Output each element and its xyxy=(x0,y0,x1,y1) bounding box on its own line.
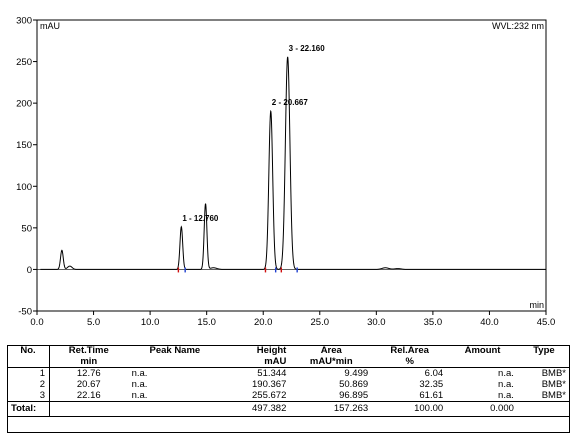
header-area-line2: mAU*min xyxy=(309,356,353,367)
y-tick-label: 250 xyxy=(16,57,32,68)
y-tick-label: 0 xyxy=(27,265,32,276)
cell-total-height: 497.382 xyxy=(222,401,291,417)
cell-total-amount: 0.000 xyxy=(447,401,518,417)
peak-annotations: 1 - 12.760 2 - 20.667 3 - 22.160 xyxy=(182,44,325,223)
cell-amount: n.a. xyxy=(498,368,514,379)
x-tick-label: 5.0 xyxy=(87,317,100,328)
cell-total-area: 157.263 xyxy=(290,401,373,417)
chromatogram-chart: -50 0 50 100 150 200 250 300 0.0 5.0 10.0 15.0 20.0… xyxy=(16,16,555,329)
cell-empty xyxy=(49,401,128,417)
y-tick-label: -50 xyxy=(18,307,32,318)
y-unit-label: mAU xyxy=(40,21,60,31)
header-rel-area-line1: Rel.Area xyxy=(390,345,429,356)
header-ret-time-line1: Ret.Time xyxy=(68,345,109,356)
header-area-line1: Area xyxy=(320,345,342,356)
y-tick-label: 150 xyxy=(16,140,32,151)
header-type: Type xyxy=(517,345,570,368)
plot-frame xyxy=(36,19,547,312)
header-no: No. xyxy=(7,345,50,368)
header-rel-area: Rel.Area% xyxy=(372,345,448,368)
cell-type: BMB* xyxy=(541,390,566,401)
cell-total-label: Total: xyxy=(7,401,50,417)
header-amount: Amount xyxy=(447,345,518,368)
header-height: Height mAU xyxy=(222,345,291,368)
peak-label: 1 - 12.760 xyxy=(182,214,219,223)
x-tick-label: 20.0 xyxy=(254,317,273,328)
cell-ret-time: 20.67 xyxy=(76,379,101,390)
cell-area: 9.499 xyxy=(344,368,369,379)
x-tick-label: 25.0 xyxy=(311,317,330,328)
wavelength-label: WVL:232 nm xyxy=(492,21,544,31)
cell-no: 1 xyxy=(7,367,50,379)
cell-type: BMB* xyxy=(541,379,566,390)
cell-height: 255.672 xyxy=(252,390,287,401)
cell-no: 3 xyxy=(7,390,50,402)
peak-label: 2 - 20.667 xyxy=(272,98,309,107)
header-height-line2: mAU xyxy=(264,356,287,367)
cell-no: 2 xyxy=(7,379,50,390)
y-tick-label: 300 xyxy=(16,16,32,27)
header-peak-name: Peak Name xyxy=(127,345,223,368)
cell-empty xyxy=(517,401,570,417)
cell-peak-name: n.a. xyxy=(131,390,148,401)
x-tick-label: 30.0 xyxy=(367,317,386,328)
cell-empty xyxy=(127,401,223,417)
table-row: 2 20.67 n.a. 190.367 50.869 32.35 n.a. B… xyxy=(7,379,570,390)
table-row: 3 22.16 n.a. 255.672 96.895 61.61 n.a. B… xyxy=(7,390,570,402)
cell-peak-name: n.a. xyxy=(131,368,148,379)
cell-rel-area: 61.61 xyxy=(419,390,444,401)
y-axis-ticks: -50 0 50 100 150 200 250 300 xyxy=(16,16,37,318)
x-tick-label: 15.0 xyxy=(197,317,216,328)
cell-amount: n.a. xyxy=(498,390,514,401)
cell-total-rel-area: 100.00 xyxy=(372,401,448,417)
y-tick-label: 200 xyxy=(16,99,32,110)
x-tick-label: 0.0 xyxy=(30,317,43,328)
cell-type: BMB* xyxy=(541,368,566,379)
cell-area: 50.869 xyxy=(339,379,369,390)
cell-height: 190.367 xyxy=(252,379,287,390)
total-row: Total: 497.382 157.263 100.00 0.000 xyxy=(7,401,570,417)
cell-rel-area: 6.04 xyxy=(424,368,444,379)
cell-height: 51.344 xyxy=(257,368,287,379)
y-tick-label: 100 xyxy=(16,182,32,193)
chromatogram-trace xyxy=(40,56,546,270)
cell-rel-area: 32.35 xyxy=(419,379,444,390)
x-tick-label: 35.0 xyxy=(424,317,443,328)
cell-ret-time: 22.16 xyxy=(76,390,101,401)
x-axis-ticks: 0.0 5.0 10.0 15.0 20.0 25.0 30.0 35.0 40.0 45.0 xyxy=(30,311,555,328)
header-ret-time-line2: min xyxy=(80,356,98,367)
peak-label: 3 - 22.160 xyxy=(289,44,326,53)
cell-area: 96.895 xyxy=(339,390,369,401)
header-area: Area mAU*min xyxy=(290,345,373,368)
x-unit-label: min xyxy=(529,300,544,310)
header-rel-area-line2: % xyxy=(405,356,414,367)
cell-amount: n.a. xyxy=(498,379,514,390)
x-tick-label: 10.0 xyxy=(141,317,160,328)
header-height-line1: Height xyxy=(256,345,287,356)
integration-markers xyxy=(177,267,298,273)
cell-ret-time: 12.76 xyxy=(76,368,101,379)
table-row: 1 12.76 n.a. 51.344 9.499 6.04 n.a. BMB* xyxy=(7,367,570,379)
y-tick-label: 50 xyxy=(21,223,32,234)
peak-results-table: No. Ret.Time min Peak Name Height mAU Area… xyxy=(7,345,570,417)
header-ret-time: Ret.Time min xyxy=(49,345,128,368)
cell-peak-name: n.a. xyxy=(131,379,148,390)
x-tick-label: 40.0 xyxy=(480,317,499,328)
x-tick-label: 45.0 xyxy=(537,317,556,328)
